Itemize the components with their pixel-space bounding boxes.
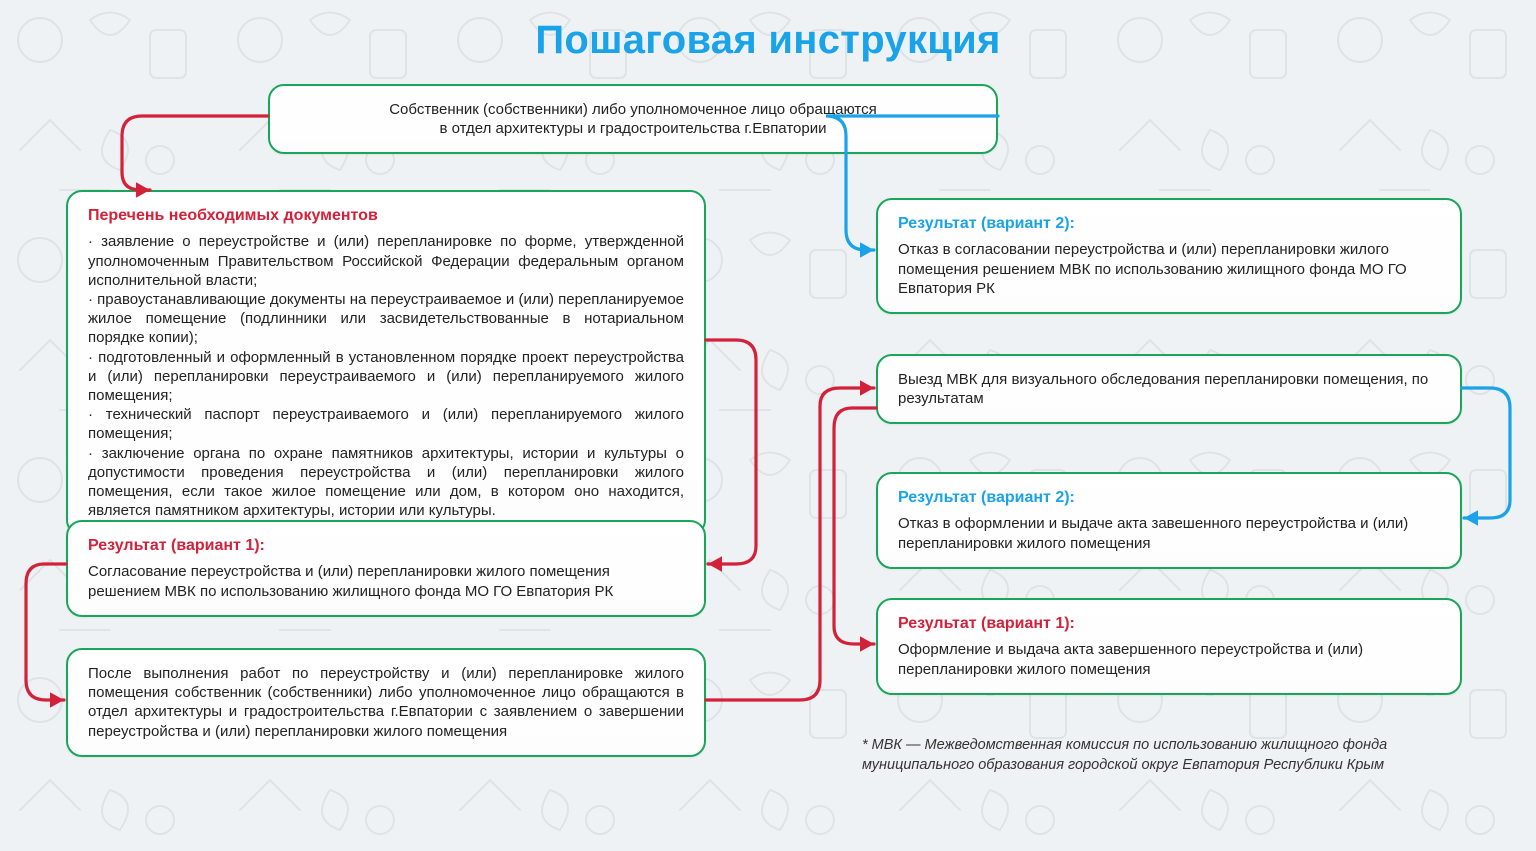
result1-right-box: Результат (вариант 1): Оформление и выда…	[876, 598, 1462, 695]
page-title: Пошаговая инструкция	[0, 18, 1536, 63]
documents-box: Перечень необходимых документов · заявле…	[66, 190, 706, 536]
result2-top-heading: Результат (вариант 2):	[898, 214, 1440, 234]
result2-bottom-body: Отказ в оформлении и выдаче акта завешен…	[898, 514, 1440, 552]
arrowhead-inspection-to-res1right	[860, 636, 874, 651]
step-start-line1: Собственник (собственники) либо уполномо…	[290, 100, 976, 119]
after-works-box: После выполнения работ по переустройству…	[66, 648, 706, 757]
result2-top-box: Результат (вариант 2): Отказ в согласова…	[876, 198, 1462, 314]
result1-right-heading: Результат (вариант 1):	[898, 614, 1440, 634]
result2-bottom-box: Результат (вариант 2): Отказ в оформлени…	[876, 472, 1462, 569]
inspection-body: Выезд МВК для визуального обследования п…	[898, 370, 1440, 408]
connector-docs-to-res1left	[706, 340, 756, 564]
connector-inspection-to-res1right	[834, 408, 876, 644]
arrowhead-res1left-to-afterworks	[50, 692, 64, 707]
arrowhead-docs-to-res1left	[708, 556, 722, 571]
footnote: * МВК — Межведомственная комиссия по исп…	[862, 736, 1472, 775]
step-start-box: Собственник (собственники) либо уполномо…	[268, 84, 998, 154]
arrowhead-start-to-res2top	[860, 242, 874, 257]
after-works-body: После выполнения работ по переустройству…	[88, 664, 684, 741]
result1-right-body: Оформление и выдача акта завершенного пе…	[898, 640, 1440, 678]
result1-left-body: Согласование переустройства и (или) пере…	[88, 562, 684, 600]
inspection-box: Выезд МВК для визуального обследования п…	[876, 354, 1462, 424]
step-start-line2: в отдел архитектуры и градостроительства…	[290, 119, 976, 138]
documents-body: · заявление о переустройстве и (или) пер…	[88, 232, 684, 520]
connector-inspection-to-res2bottom	[1462, 388, 1510, 518]
result2-bottom-heading: Результат (вариант 2):	[898, 488, 1440, 508]
arrowhead-inspection-to-res2bottom	[1464, 510, 1478, 525]
documents-heading: Перечень необходимых документов	[88, 206, 684, 226]
connector-res1left-to-afterworks	[26, 564, 66, 700]
connector-afterworks-to-inspection	[706, 388, 874, 700]
connector-start-to-docs	[122, 116, 268, 190]
result2-top-body: Отказ в согласовании переустройства и (и…	[898, 240, 1440, 298]
result1-left-heading: Результат (вариант 1):	[88, 536, 684, 556]
result1-left-box: Результат (вариант 1): Согласование пере…	[66, 520, 706, 617]
arrowhead-afterworks-to-inspection	[860, 380, 874, 395]
